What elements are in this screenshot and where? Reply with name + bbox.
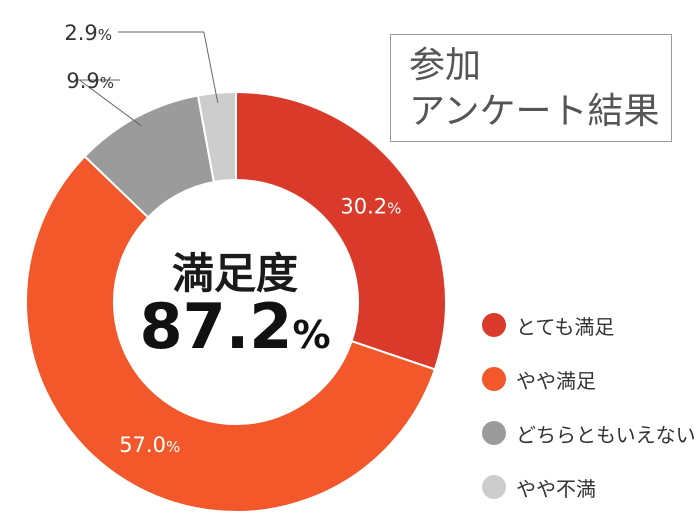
title-box: 参加 アンケート結果 [390, 34, 672, 142]
legend-dot-2 [482, 421, 506, 445]
slice-label-2: 9.9% [66, 69, 114, 93]
title-line-1: 参加 [409, 45, 482, 86]
slice-label-0: 30.2% [340, 194, 401, 218]
center-title: 満足度 [171, 249, 298, 298]
slice-label-3: 2.9% [64, 21, 112, 45]
legend-item: やや不満 [482, 468, 696, 506]
legend-item: やや満足 [482, 360, 696, 398]
legend-label: やや満足 [516, 368, 596, 393]
center-value-number: 87.2 [139, 290, 293, 363]
center-value: 87.2% [120, 290, 350, 363]
legend-label: どちらともいえない [516, 422, 696, 447]
slice-3 [196, 90, 237, 184]
legend-item: とても満足 [482, 306, 696, 344]
title-line-2: アンケート結果 [409, 91, 660, 132]
legend-label: とても満足 [516, 314, 615, 339]
slice-0 [235, 90, 447, 371]
slice-label-1: 57.0% [119, 433, 180, 457]
leader-line-2 [77, 79, 142, 127]
center-value-unit: % [292, 313, 331, 357]
legend-dot-0 [482, 313, 506, 337]
legend-dot-3 [482, 475, 506, 499]
legend-label: やや不満 [516, 476, 596, 501]
legend: とても満足 やや満足 どちらともいえない やや不満 [482, 306, 696, 522]
leader-line-3 [118, 31, 219, 103]
legend-item: どちらともいえない [482, 414, 696, 452]
slice-1 [25, 154, 437, 513]
legend-dot-1 [482, 367, 506, 391]
